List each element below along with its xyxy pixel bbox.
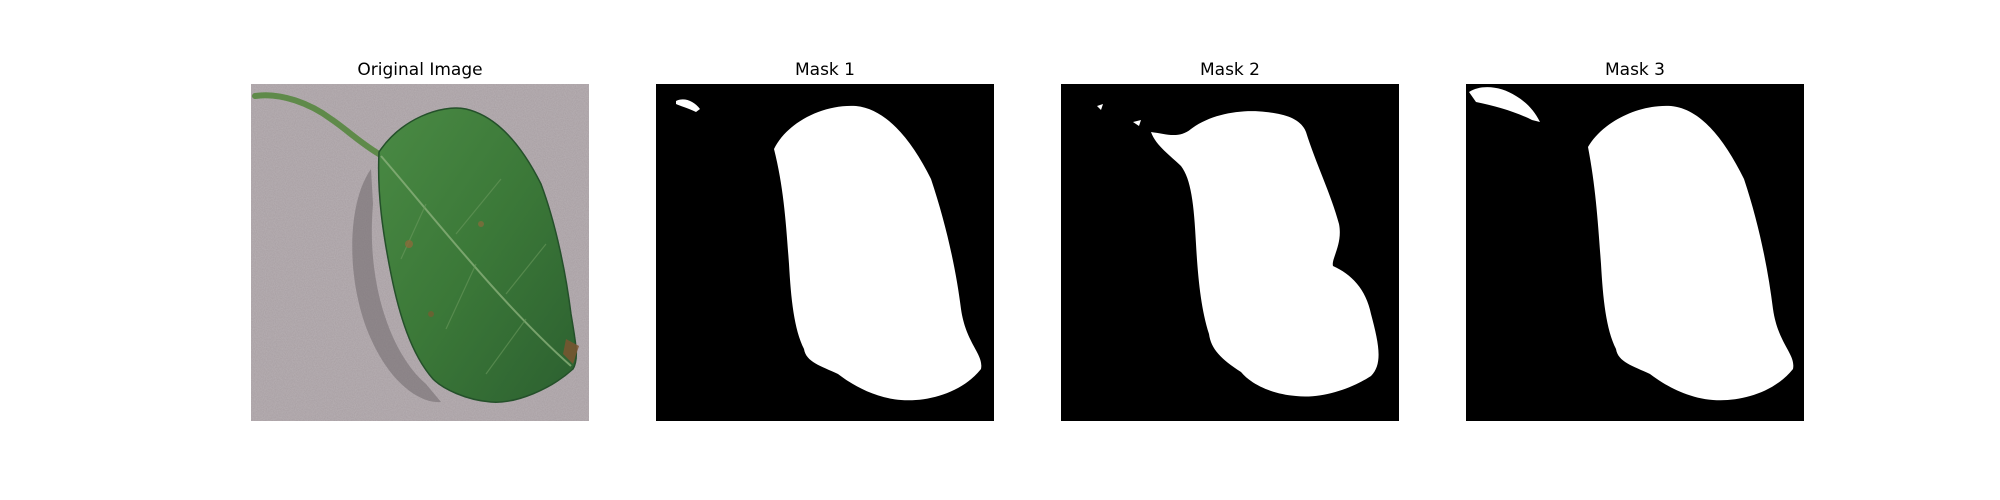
leaf-blade-shape: [377, 107, 578, 403]
mask-3-stem-blob: [1469, 87, 1540, 122]
mask-1-leaf-region: [774, 105, 982, 401]
mask-2-leaf-region: [1151, 111, 1379, 397]
panel-title: Mask 3: [1604, 60, 1665, 80]
mask-2-image: [1061, 84, 1399, 421]
panel-mask-3: Mask 3: [1466, 58, 1804, 421]
panel-title: Mask 1: [794, 60, 855, 80]
mask-1-small-blob: [676, 99, 700, 112]
panel-mask-2: Mask 2: [1061, 58, 1399, 421]
mask-3-image: [1466, 84, 1804, 421]
panel-title: Original Image: [357, 60, 483, 80]
mask-1-image: [656, 84, 994, 421]
leaf-stem-shape: [252, 92, 382, 157]
mask-3-leaf-region: [1588, 105, 1794, 401]
panel-original-image: Original Image: [251, 58, 589, 421]
panel-title: Mask 2: [1199, 60, 1260, 80]
original-leaf-photo: [251, 84, 589, 421]
panel-mask-1: Mask 1: [656, 58, 994, 421]
